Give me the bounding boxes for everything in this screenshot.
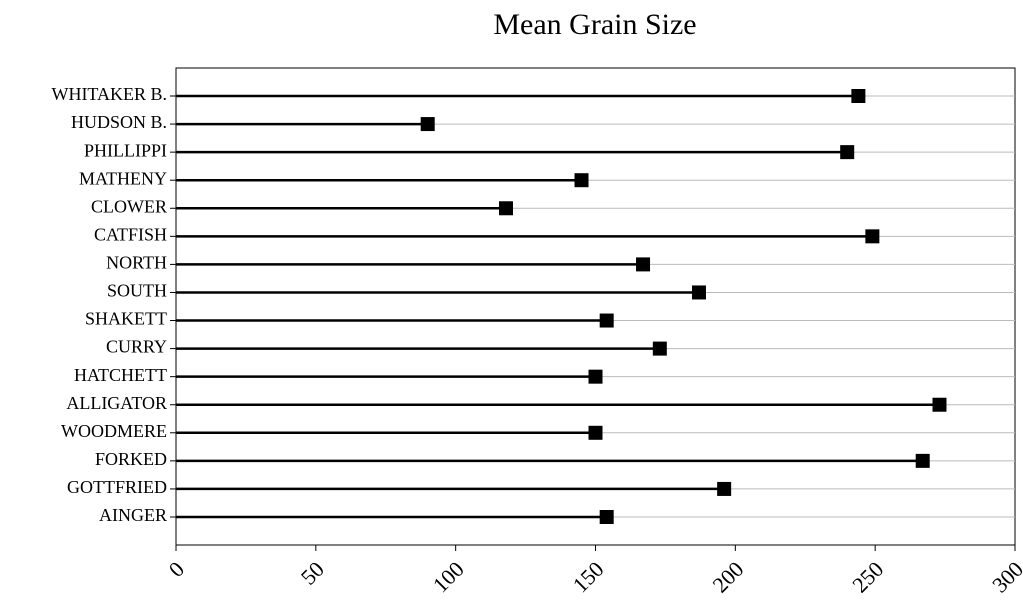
x-tick-label: 150	[568, 556, 609, 597]
marker	[599, 313, 614, 328]
marker	[636, 257, 651, 272]
y-tick-label: WOODMERE	[61, 421, 167, 441]
marker	[851, 89, 866, 103]
marker	[865, 229, 880, 244]
marker	[588, 425, 603, 440]
y-tick-label: MATHENY	[79, 168, 167, 188]
marker	[574, 173, 589, 188]
x-tick-label: 250	[847, 556, 888, 597]
y-tick-label: CATFISH	[94, 224, 167, 244]
x-tick-label: 300	[987, 556, 1023, 597]
y-tick-label: FORKED	[95, 449, 167, 469]
y-tick-label: HUDSON B.	[71, 112, 167, 132]
y-tick-label: NORTH	[106, 253, 167, 273]
marker	[840, 145, 855, 160]
marker	[652, 341, 667, 356]
marker	[420, 117, 435, 132]
plot-area	[175, 67, 1016, 546]
marker	[691, 285, 706, 300]
y-tick-label: SOUTH	[107, 281, 167, 301]
x-tick-label: 0	[164, 556, 189, 581]
y-tick-label: SHAKETT	[85, 309, 167, 329]
x-tick-label: 200	[707, 556, 748, 597]
y-tick-label: PHILLIPPI	[84, 140, 167, 160]
y-tick-label: HATCHETT	[74, 365, 167, 385]
y-tick-label: GOTTFRIED	[67, 477, 167, 497]
marker	[717, 481, 732, 496]
y-tick-label: AINGER	[99, 505, 167, 525]
y-tick-label: WHITAKER B.	[51, 84, 167, 104]
marker	[915, 453, 930, 468]
x-tick-label: 50	[296, 556, 329, 589]
marker	[932, 397, 947, 412]
y-tick-label: CLOWER	[91, 196, 167, 216]
marker	[588, 369, 603, 384]
marker	[499, 201, 514, 216]
marker	[599, 510, 614, 524]
y-tick-label: CURRY	[106, 337, 167, 357]
x-tick-label: 100	[428, 556, 469, 597]
chart-title: Mean Grain Size	[493, 8, 696, 41]
y-tick-label: ALLIGATOR	[66, 393, 167, 413]
